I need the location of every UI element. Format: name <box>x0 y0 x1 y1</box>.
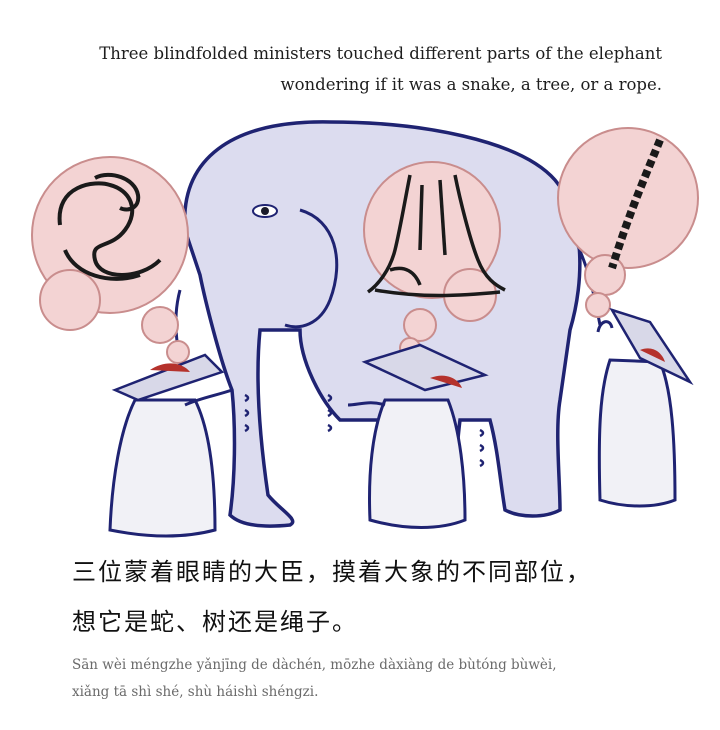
minister-middle <box>347 343 489 529</box>
snake-thought-cloud <box>31 156 190 364</box>
rope-drawing <box>608 138 664 270</box>
pinyin-line-2: xiǎng tā shì shé, shù háishì shéngzi. <box>72 684 319 700</box>
pinyin-caption: Sān wèi méngzhe yǎnjīng de dàchén, mōzhe… <box>72 652 692 706</box>
english-caption: Three blindfolded ministers touched diff… <box>42 38 662 100</box>
minister-left <box>108 353 233 538</box>
leg-wrinkles <box>244 393 485 468</box>
snake-drawing <box>57 172 162 281</box>
tree-thought-cloud <box>363 161 506 359</box>
elephant-illustration <box>31 120 699 538</box>
conical-hat <box>609 307 694 386</box>
conical-hat <box>111 353 225 402</box>
chinese-caption-line-2: 想它是蛇、树还是绳子。 <box>72 608 358 636</box>
english-caption-line-1: Three blindfolded ministers touched diff… <box>99 44 662 63</box>
elephant-eye <box>252 204 278 218</box>
elephant-ear-line <box>284 208 339 329</box>
chinese-caption-line-1: 三位蒙着眼睛的大臣，摸着大象的不同部位， <box>72 558 592 586</box>
english-caption-line-2: wondering if it was a snake, a tree, or … <box>280 75 663 94</box>
pinyin-line-1: Sān wèi méngzhe yǎnjīng de dàchén, mōzhe… <box>72 657 557 673</box>
rope-thought-cloud <box>557 127 699 318</box>
minister-right <box>596 307 694 508</box>
conical-hat <box>361 343 489 392</box>
tree-trunk-drawing <box>366 174 506 298</box>
